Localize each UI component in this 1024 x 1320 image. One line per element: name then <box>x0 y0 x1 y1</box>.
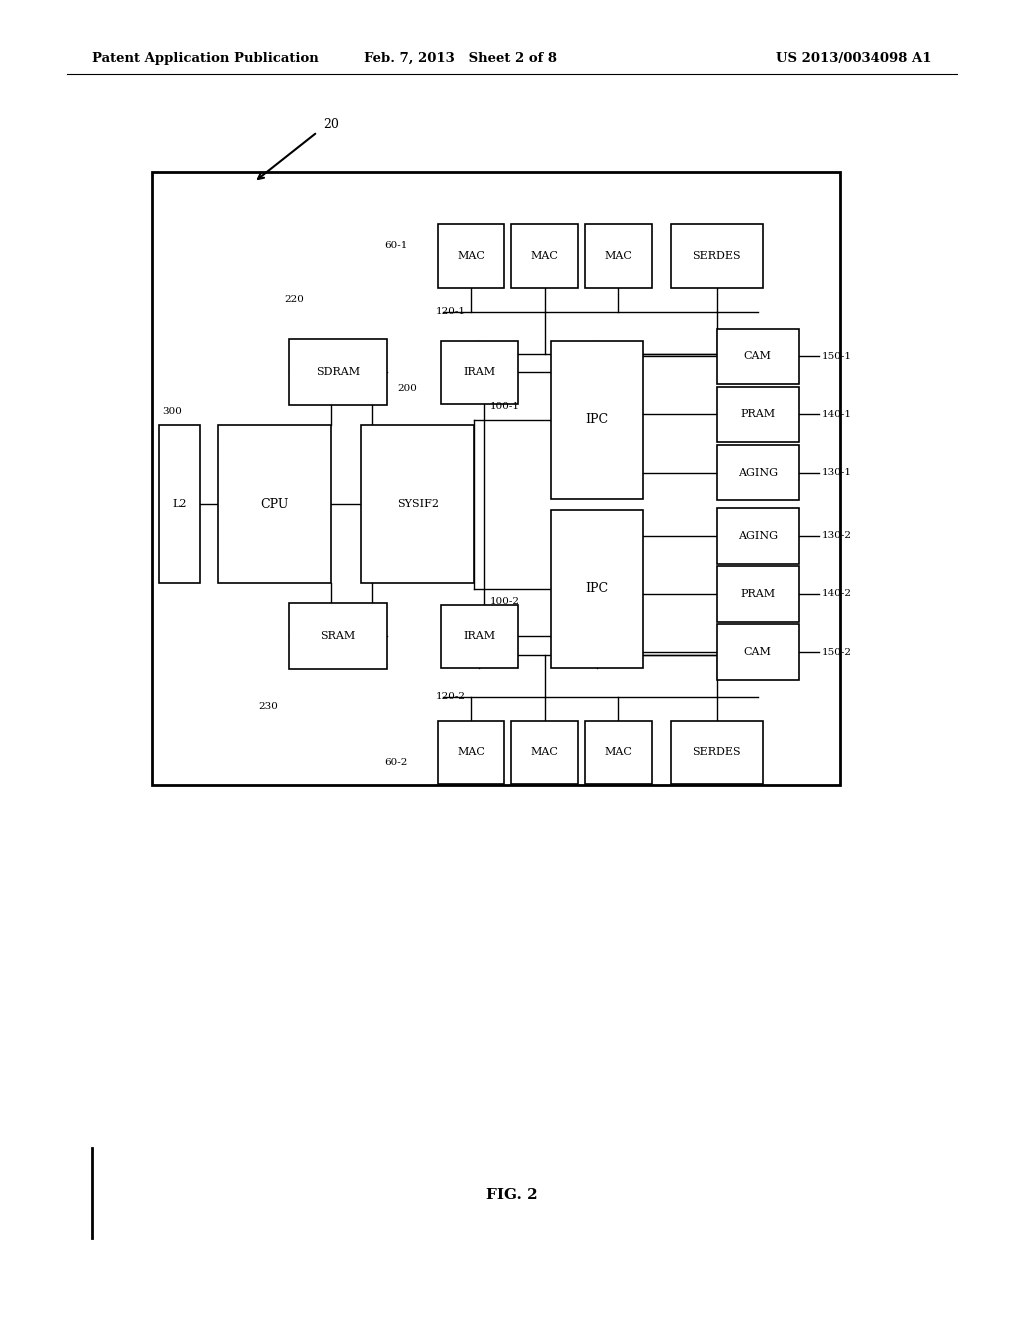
Text: CPU: CPU <box>260 498 289 511</box>
Bar <box>361 425 474 583</box>
Text: US 2013/0034098 A1: US 2013/0034098 A1 <box>776 51 932 65</box>
Bar <box>717 387 799 442</box>
Text: IRAM: IRAM <box>463 367 496 378</box>
Text: 60-2: 60-2 <box>385 759 408 767</box>
Text: 130-2: 130-2 <box>822 532 852 540</box>
Text: SERDES: SERDES <box>692 747 741 758</box>
Text: 60-1: 60-1 <box>385 242 408 249</box>
Bar <box>441 341 518 404</box>
Text: SDRAM: SDRAM <box>315 367 360 378</box>
Text: CAM: CAM <box>743 647 772 657</box>
Bar <box>290 339 387 405</box>
Text: 150-2: 150-2 <box>822 648 852 656</box>
Text: IPC: IPC <box>586 582 608 595</box>
Bar <box>438 224 504 288</box>
Text: 100-1: 100-1 <box>489 403 519 411</box>
Bar <box>717 445 799 500</box>
Bar <box>512 224 578 288</box>
Text: AGING: AGING <box>737 467 778 478</box>
Bar <box>671 224 763 288</box>
Bar <box>717 566 799 622</box>
Text: AGING: AGING <box>737 531 778 541</box>
Text: MAC: MAC <box>457 251 485 261</box>
Bar <box>671 721 763 784</box>
Text: 100-2: 100-2 <box>489 598 519 606</box>
Text: 200: 200 <box>397 384 417 392</box>
Text: FIG. 2: FIG. 2 <box>486 1188 538 1201</box>
Bar <box>152 172 840 785</box>
Text: CAM: CAM <box>743 351 772 362</box>
Bar <box>551 341 643 499</box>
Text: 230: 230 <box>259 702 279 710</box>
Text: 20: 20 <box>324 117 340 131</box>
Bar <box>717 624 799 680</box>
Text: Feb. 7, 2013   Sheet 2 of 8: Feb. 7, 2013 Sheet 2 of 8 <box>365 51 557 65</box>
Text: SERDES: SERDES <box>692 251 741 261</box>
Text: 130-1: 130-1 <box>822 469 852 477</box>
Bar <box>586 721 652 784</box>
Text: MAC: MAC <box>457 747 485 758</box>
Bar <box>717 508 799 564</box>
Bar <box>441 605 518 668</box>
Text: SRAM: SRAM <box>321 631 355 642</box>
Text: IPC: IPC <box>586 413 608 426</box>
Text: Patent Application Publication: Patent Application Publication <box>92 51 318 65</box>
Text: SYSIF2: SYSIF2 <box>396 499 439 510</box>
Text: 120-2: 120-2 <box>436 693 466 701</box>
Bar <box>290 603 387 669</box>
Text: PRAM: PRAM <box>740 409 775 420</box>
Text: L2: L2 <box>172 499 186 510</box>
Bar <box>551 510 643 668</box>
Text: 300: 300 <box>162 408 181 416</box>
Text: MAC: MAC <box>604 251 633 261</box>
Bar <box>717 329 799 384</box>
Text: MAC: MAC <box>530 747 559 758</box>
Bar <box>586 224 652 288</box>
Text: 140-2: 140-2 <box>822 590 852 598</box>
Text: MAC: MAC <box>530 251 559 261</box>
Text: 150-1: 150-1 <box>822 352 852 360</box>
Text: 220: 220 <box>285 296 304 304</box>
Text: IRAM: IRAM <box>463 631 496 642</box>
Bar <box>218 425 331 583</box>
Text: 120-1: 120-1 <box>436 308 466 315</box>
Text: MAC: MAC <box>604 747 633 758</box>
Bar <box>159 425 200 583</box>
Bar <box>512 721 578 784</box>
Text: PRAM: PRAM <box>740 589 775 599</box>
Text: 140-1: 140-1 <box>822 411 852 418</box>
Bar <box>438 721 504 784</box>
